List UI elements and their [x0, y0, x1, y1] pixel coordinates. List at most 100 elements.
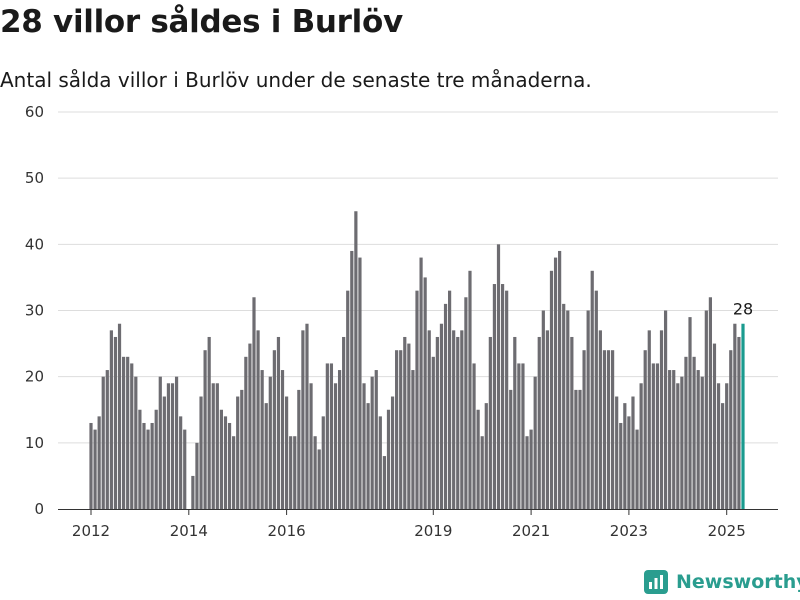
bar	[162, 396, 166, 509]
bar	[631, 396, 635, 509]
bar	[509, 389, 513, 509]
bar	[513, 336, 517, 509]
bar	[248, 343, 252, 509]
newsworthy-logo: Newsworthy	[644, 570, 800, 594]
bar	[227, 422, 232, 509]
bar	[716, 383, 721, 509]
bar	[663, 310, 668, 509]
bar	[346, 290, 350, 509]
bar	[207, 336, 211, 509]
bar	[134, 376, 138, 509]
bar	[452, 330, 456, 509]
bar	[219, 409, 223, 509]
bar	[126, 356, 130, 509]
bar	[680, 376, 684, 509]
bar	[89, 422, 93, 509]
bar	[549, 270, 554, 509]
bar	[289, 436, 293, 509]
bar	[260, 370, 264, 509]
y-tick-label: 50	[25, 169, 44, 187]
x-tick-label: 2019	[414, 522, 452, 540]
bar	[268, 376, 272, 509]
bar	[500, 284, 505, 509]
bar	[729, 350, 733, 509]
bar	[684, 356, 688, 509]
bar	[725, 383, 729, 509]
bar	[154, 409, 158, 509]
bar	[558, 250, 562, 509]
bar	[619, 422, 623, 509]
bar	[733, 323, 737, 509]
bar	[594, 290, 598, 509]
bar	[688, 317, 692, 509]
bar	[170, 383, 175, 509]
bar	[285, 396, 289, 509]
bar	[252, 297, 256, 509]
bars	[89, 211, 745, 509]
bar	[101, 376, 105, 509]
x-tick-label: 2025	[708, 522, 746, 540]
bar	[183, 429, 187, 509]
bar	[211, 383, 215, 509]
bar	[700, 376, 704, 509]
bar	[676, 383, 680, 509]
bar	[708, 297, 712, 509]
x-tick-label: 2021	[512, 522, 550, 540]
bar	[215, 383, 219, 509]
bar	[158, 376, 162, 509]
bar	[337, 370, 342, 509]
bar	[423, 277, 427, 509]
bar	[174, 376, 179, 509]
bar	[476, 409, 480, 509]
bar	[313, 436, 317, 509]
bar	[712, 343, 717, 509]
bar	[122, 356, 126, 509]
bar	[280, 370, 285, 509]
bar	[553, 257, 558, 509]
bar	[655, 363, 660, 509]
x-tick-label: 2016	[268, 522, 306, 540]
bar	[623, 403, 627, 509]
bar	[166, 383, 171, 509]
bar	[370, 376, 374, 509]
bar	[244, 356, 248, 509]
highlight-value-label: 28	[733, 300, 753, 319]
bar	[390, 396, 395, 509]
bar	[256, 330, 260, 509]
bar	[537, 336, 541, 509]
bar	[264, 403, 268, 509]
bar	[138, 409, 142, 509]
bar	[297, 389, 301, 509]
x-tick-label: 2014	[170, 522, 208, 540]
bar	[611, 350, 615, 509]
bar	[431, 356, 435, 509]
bar	[113, 336, 118, 509]
bar	[362, 383, 366, 509]
bar	[195, 442, 199, 509]
bar	[696, 370, 700, 509]
bar	[232, 436, 236, 509]
bar	[317, 449, 321, 509]
bar	[301, 330, 305, 509]
bar	[443, 303, 448, 509]
bar	[586, 310, 590, 509]
bar	[329, 363, 334, 509]
bar	[105, 370, 109, 509]
y-tick-label: 10	[25, 434, 44, 452]
bar	[203, 350, 207, 509]
bar	[704, 310, 708, 509]
bar	[321, 416, 325, 509]
bar	[692, 356, 696, 509]
bar	[545, 330, 549, 509]
bar	[590, 270, 594, 509]
bar	[374, 370, 378, 509]
bar	[472, 363, 476, 509]
bar	[305, 323, 309, 509]
bar	[109, 330, 113, 509]
labels: 0 10 20 30 40 50 60 2012 2014 2016 2019 2021 2023 202…	[25, 103, 753, 540]
bar	[403, 336, 407, 509]
bar	[191, 475, 195, 509]
bar	[309, 383, 313, 509]
bar	[517, 363, 521, 509]
bar	[541, 310, 545, 509]
